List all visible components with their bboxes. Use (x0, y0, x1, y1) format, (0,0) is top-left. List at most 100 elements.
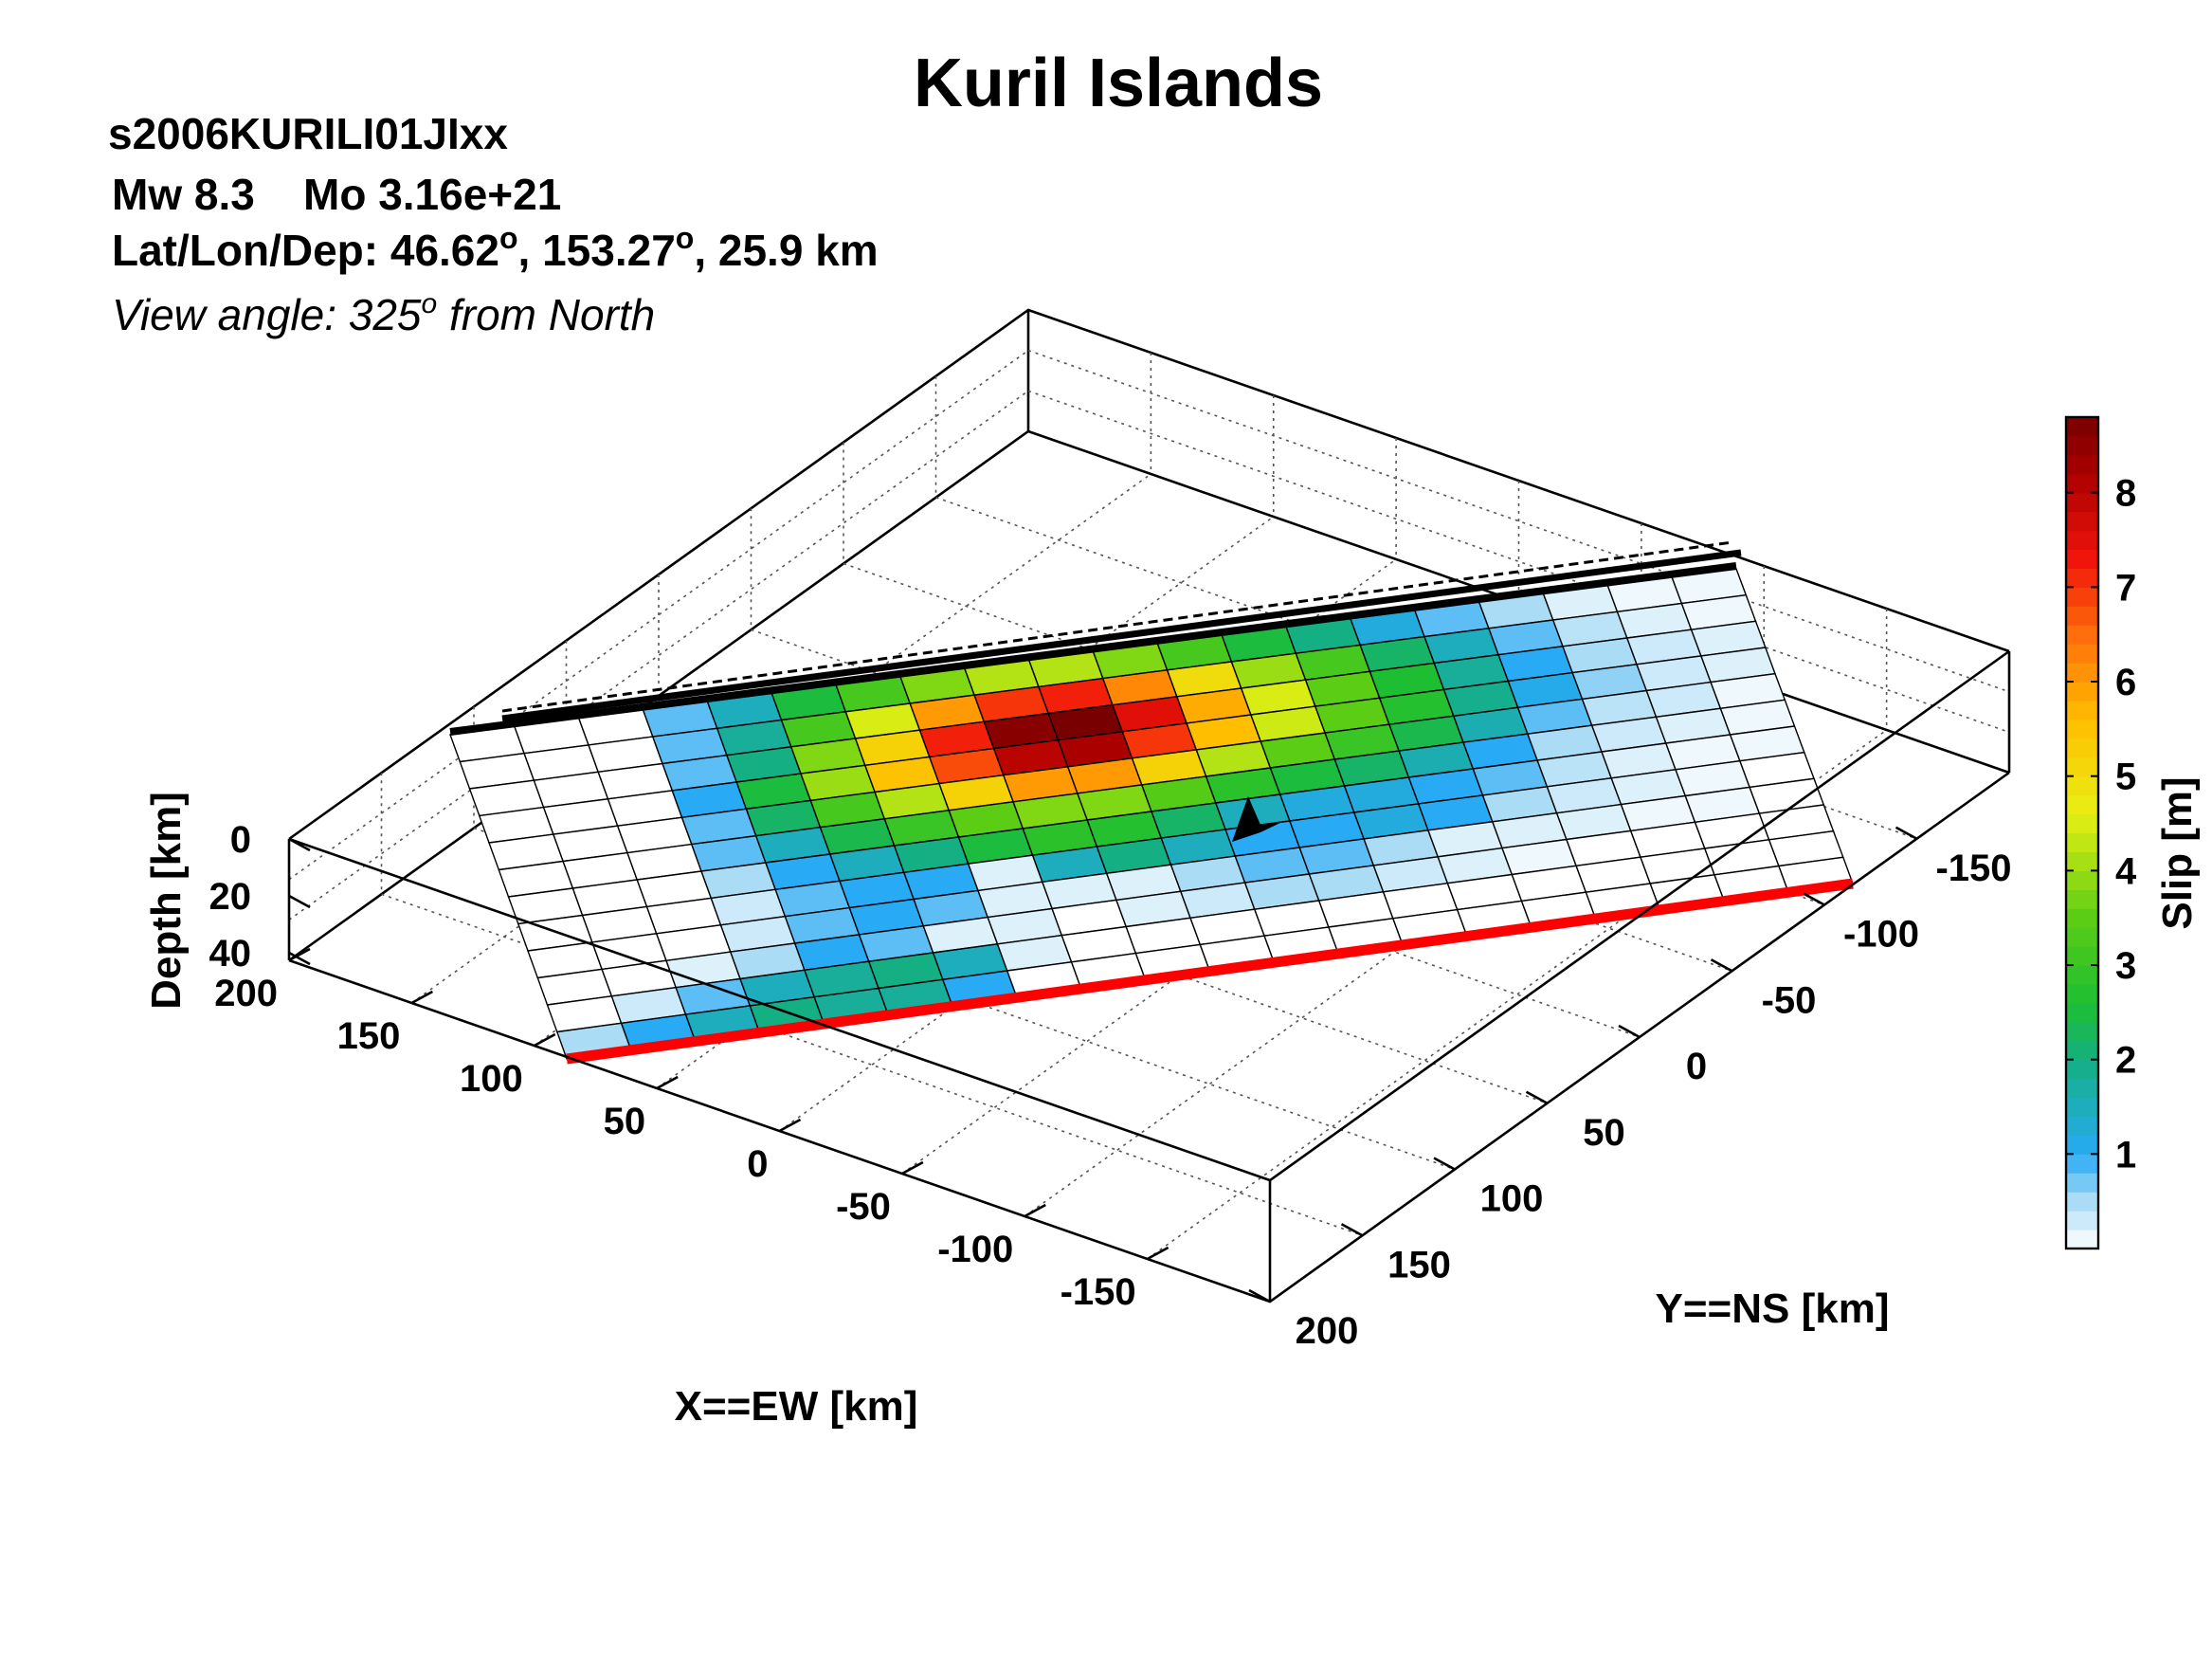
x-tick-mark (534, 1032, 556, 1048)
fault-slip-cells (449, 568, 1854, 1060)
trench-line (501, 549, 1742, 722)
colorbar-tick-label: 2 (2115, 1040, 2136, 1082)
colorbar-segment (2066, 511, 2098, 532)
colorbar-segment (2066, 492, 2098, 513)
z-tick-mark (288, 837, 311, 852)
y-tick-label: 150 (1387, 1244, 1451, 1285)
y-tick-label: 100 (1480, 1178, 1544, 1220)
colorbar-tick-label: 4 (2115, 850, 2137, 892)
x-tick-label: 200 (214, 973, 278, 1014)
degree-mark-2: o (676, 221, 695, 255)
x-tick-label: -150 (1061, 1271, 1136, 1313)
colorbar-segment (2066, 1154, 2098, 1174)
colorbar-segment (2066, 775, 2098, 796)
y-tick-label: -150 (1935, 848, 2011, 889)
colorbar-segment (2066, 813, 2098, 834)
colorbar-segment (2066, 889, 2098, 909)
colorbar-tick-label: 7 (2115, 567, 2136, 609)
x-tick-label: 100 (460, 1058, 523, 1100)
colorbar-segment (2066, 1192, 2098, 1212)
colorbar-segment (2066, 682, 2098, 702)
colorbar-segment (2066, 832, 2098, 852)
y-tick-mark (1895, 826, 1918, 840)
fault-edges (449, 540, 1854, 1065)
colorbar-segment (2066, 454, 2098, 475)
y-tick-mark (1618, 1024, 1641, 1039)
y-tick-label: 200 (1296, 1310, 1359, 1352)
x-tick-label: -100 (937, 1229, 1013, 1270)
colorbar: 1 2 3 4 5 6 7 8 (2064, 415, 2137, 1250)
x-tick-label: 0 (747, 1143, 768, 1185)
y-tick-label: -100 (1843, 914, 1919, 956)
colorbar-segment (2066, 1097, 2098, 1117)
colorbar-segment (2066, 473, 2098, 494)
y-tick-mark (1710, 958, 1733, 973)
colorbar-segment (2066, 984, 2098, 1004)
colorbar-tick-label: 8 (2115, 473, 2136, 515)
location-suffix: , 25.9 km (694, 226, 878, 275)
colorbar-segment (2066, 606, 2098, 626)
colorbar-segment (2066, 1078, 2098, 1099)
x-tick-label: 150 (337, 1015, 401, 1057)
y-tick-mark (1433, 1157, 1456, 1171)
y-tick-mark (1248, 1288, 1271, 1304)
x-tick-mark (410, 990, 433, 1005)
x-tick-mark (656, 1075, 679, 1090)
x-axis-label: X==EW [km] (675, 1383, 918, 1430)
wall-gridline (1027, 390, 2010, 734)
colorbar-segment (2066, 1211, 2098, 1231)
colorbar-segment (2066, 417, 2098, 437)
z-tick-label: 40 (209, 933, 252, 975)
colorbar-segment (2066, 568, 2098, 588)
x-tick-mark (1147, 1246, 1169, 1261)
colorbar-segment (2066, 1116, 2098, 1136)
colorbar-segment (2066, 1021, 2098, 1042)
fault-bottom-edge (566, 878, 1854, 1065)
z-axis-label: Depth [km] (143, 792, 190, 1010)
x-tick-mark (778, 1118, 802, 1133)
colorbar-frame (2064, 415, 2100, 1250)
event-id: s2006KURILI01JIxx (108, 109, 508, 158)
colorbar-segment (2066, 587, 2098, 607)
colorbar-segment (2066, 908, 2098, 928)
colorbar-segment (2066, 719, 2098, 739)
location-line: Lat/Lon/Dep: 46.62o, 153.27o, 25.9 km (112, 221, 879, 275)
colorbar-segment (2066, 701, 2098, 720)
colorbar-segment (2066, 1059, 2098, 1080)
colorbar-segment (2066, 1040, 2098, 1061)
y-tick-label: 50 (1583, 1112, 1625, 1154)
colorbar-label: Slip [m] (2154, 776, 2201, 929)
colorbar-segment (2066, 738, 2098, 758)
colorbar-segment (2066, 870, 2098, 890)
x-tick-mark (901, 1160, 924, 1176)
location-mid: , 153.27 (518, 226, 676, 275)
colorbar-tick-label: 5 (2115, 757, 2136, 798)
colorbar-segment (2066, 625, 2098, 645)
z-tick-label: 0 (230, 819, 251, 861)
floor-gridline (658, 695, 1641, 1038)
hypocenter-marker (1232, 796, 1284, 842)
colorbar-segment (2066, 1173, 2098, 1193)
y-tick-mark (1340, 1223, 1364, 1237)
z-tick-mark (288, 951, 311, 966)
colorbar-tick-label: 1 (2115, 1134, 2136, 1176)
colorbar-segment (2066, 1135, 2098, 1155)
colorbar-segment (2066, 435, 2098, 456)
trench-dashed-line (501, 540, 1733, 713)
view-prefix: View angle: 325 (112, 290, 422, 339)
y-tick-mark (1803, 892, 1825, 906)
z-tick-label: 20 (209, 876, 252, 918)
colorbar-segment (2066, 965, 2098, 985)
colorbar-segment (2066, 927, 2098, 947)
colorbar-segment (2066, 851, 2098, 871)
floor-gridline (566, 760, 1548, 1104)
chart-title: Kuril Islands (914, 46, 1323, 121)
y-tick-label: -50 (1762, 979, 1817, 1021)
y-tick-mark (1525, 1090, 1549, 1104)
view-suffix: from North (437, 290, 655, 339)
colorbar-segment (2066, 1230, 2098, 1249)
fault-top-edge (449, 562, 1737, 736)
y-axis-label: Y==NS [km] (1656, 1285, 1890, 1332)
colorbar-tick-label: 6 (2115, 662, 2136, 703)
